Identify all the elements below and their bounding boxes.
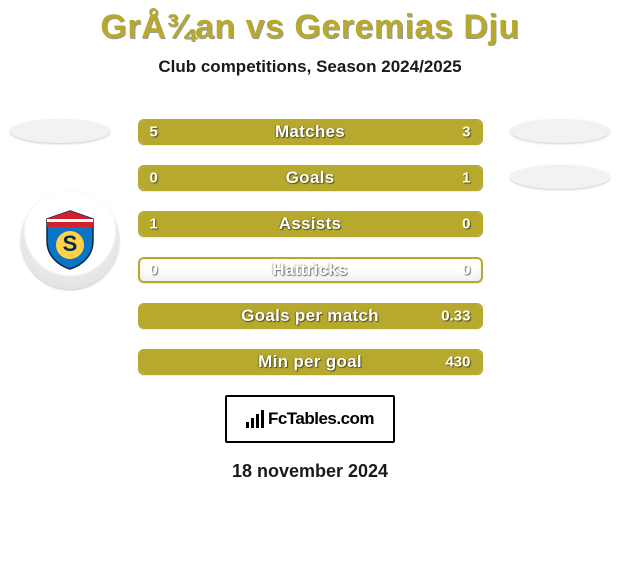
source-badge[interactable]: FcTables.com [225,395,395,443]
bar-fill-right [351,121,481,143]
bars-icon [246,410,264,428]
stat-value-right: 3 [462,124,470,141]
stat-bar: Hattricks 0 0 [138,257,483,283]
stat-value-left: 0 [150,170,158,187]
stat-value-left: 5 [150,124,158,141]
club-shield-icon: S [43,209,97,271]
stat-bar: Min per goal 430 [138,349,483,375]
stat-label: Min per goal [258,352,362,372]
stat-label: Goals per match [241,306,379,326]
stat-value-left: 1 [150,216,158,233]
stat-value-left: 0 [150,262,158,279]
date-line: 18 november 2024 [0,461,620,482]
stat-label: Hattricks [272,260,347,280]
stat-bar: Matches 5 3 [138,119,483,145]
stat-value-right: 1 [462,170,470,187]
bar-fill-right [201,167,481,189]
club-logo: S [21,191,119,289]
comparison-container: GrÅ¾an vs Geremias Dju Club competitions… [0,0,620,482]
left-player-badge [10,119,110,143]
stat-value-right: 0 [462,216,470,233]
stat-label: Matches [275,122,345,142]
bars-area: S Matches53Goals01Assists10Hattricks00Go… [0,119,620,375]
subtitle: Club competitions, Season 2024/2025 [0,57,620,77]
stat-value-right: 0.33 [441,308,470,325]
right-player-badge-2 [510,165,610,189]
stat-value-right: 430 [445,354,470,371]
page-title: GrÅ¾an vs Geremias Dju [0,0,620,47]
right-player-badge-1 [510,119,610,143]
club-logo-letter: S [63,231,78,256]
stat-bar: Goals per match 0.33 [138,303,483,329]
source-label: FcTables.com [268,409,374,429]
stat-label: Assists [279,214,342,234]
stat-value-right: 0 [462,262,470,279]
stat-bar: Goals 0 1 [138,165,483,191]
stat-bar: Assists 1 0 [138,211,483,237]
stat-label: Goals [286,168,335,188]
